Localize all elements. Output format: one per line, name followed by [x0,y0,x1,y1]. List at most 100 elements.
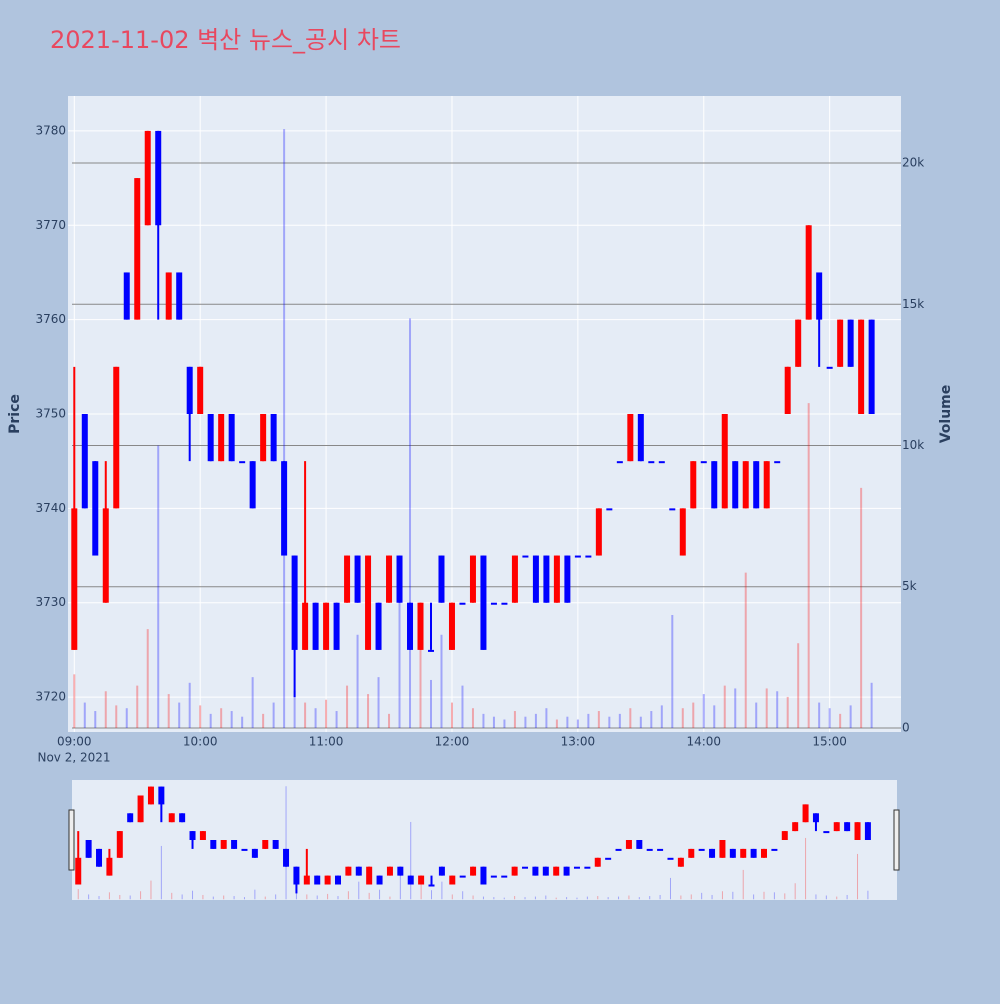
slider-volume-bar [171,892,173,900]
slider-volume-bar [618,896,620,900]
volume-bar [335,711,338,728]
volume-bar [293,691,296,728]
slider-candle-body [220,840,227,849]
volume-bar [818,702,821,728]
slider-candle-body [459,875,466,878]
candle-body [753,461,760,509]
volume-bar [450,702,453,728]
volume-bar [776,691,779,728]
slider-candle-body [418,875,425,885]
slider-candle-body [812,813,819,823]
slider-candle-body [158,786,165,805]
candle-body [386,555,393,603]
candle-body [323,602,330,650]
volume-bar [702,694,705,728]
candle-body [805,225,812,320]
volume-bar [104,691,107,728]
slider-handle[interactable] [68,809,75,871]
slider-volume-bar [794,883,796,900]
slider-candle-body [96,848,103,867]
slider-candle-body [833,822,840,832]
y-tick-label: 3760 [35,312,66,326]
slider-handle[interactable] [893,809,900,871]
volume-bar [765,688,768,728]
slider-candle-body [677,857,684,867]
y-tick-label: 3750 [35,407,66,421]
slider-volume-bar [431,890,433,900]
candle-body [218,414,225,462]
slider-volume-bar [732,891,734,900]
volume-bar [304,702,307,728]
volume-bar [713,705,716,728]
slider-candle-body [75,857,82,885]
slider-volume-bar [202,894,204,900]
candle-body [375,602,382,650]
volume-bar [786,696,789,728]
volume-bar [692,702,695,728]
candle-body [249,461,256,509]
volume-bar [849,705,852,728]
volume-bar [73,674,76,728]
candle-body [868,319,875,414]
x-tick-label: 11:00 [309,735,344,749]
candle-body [155,130,162,226]
candle-body [669,508,676,511]
slider-candle-body [251,848,258,858]
slider-candle-body [199,831,206,840]
volume-bar [660,705,663,728]
slider-candle-body [480,866,487,885]
slider-candle-body [85,840,92,858]
volume-bar [209,713,212,728]
candle-body [816,272,823,320]
slider-candle-body [553,866,560,876]
x-tick-label: 12:00 [435,735,470,749]
slider-volume-bar [649,896,651,900]
slider-candle-body [283,848,290,867]
candle-body [847,319,854,367]
slider-candle-body [355,866,362,876]
volume-bar [241,716,244,728]
volume-bar [388,713,391,728]
volume-bar [797,643,800,728]
candle-body [291,555,298,650]
slider-volume-bar [306,894,308,900]
candle-body [281,461,288,556]
candle-body [165,272,172,320]
x-tick-label: 10:00 [183,735,218,749]
candle-body [333,602,340,650]
slider-candle-body [729,848,736,858]
chart-title: 2021-11-02 벽산 뉴스_공시 차트 [50,26,401,54]
slider-candle-body [823,831,830,834]
x-date-label: Nov 2, 2021 [37,751,110,765]
slider-candle-body [127,813,134,823]
candle-body [732,461,739,509]
slider-volume-bar [857,853,859,900]
candle-body [742,461,749,509]
candle-body [837,319,844,367]
slider-candle-body [594,857,601,867]
slider-volume-bar [379,889,381,900]
slider-volume-bar [472,895,474,900]
slider-volume-bar [254,889,256,900]
slider-candle-body [262,840,269,849]
candle-body [616,461,623,464]
volume-bar [230,711,233,728]
slider-candle-body [542,866,549,876]
candle-body [427,649,434,652]
volume-bar [860,487,863,728]
volume-bar [534,713,537,728]
slider-volume-bar [368,892,370,900]
candle-body [396,555,403,603]
slider-volume-bar [805,837,807,900]
y-tick-label: 3740 [35,501,66,515]
candle-body [763,461,770,509]
slider-candle-body [605,857,612,860]
y2-tick-label: 15k [902,297,924,311]
candle-body [71,508,78,650]
slider-volume-bar [243,897,245,900]
candle-body [197,366,204,414]
volume-bar [807,403,810,728]
slider-volume-bar [108,892,110,900]
candle-body [585,555,592,558]
slider-volume-bar [784,893,786,900]
